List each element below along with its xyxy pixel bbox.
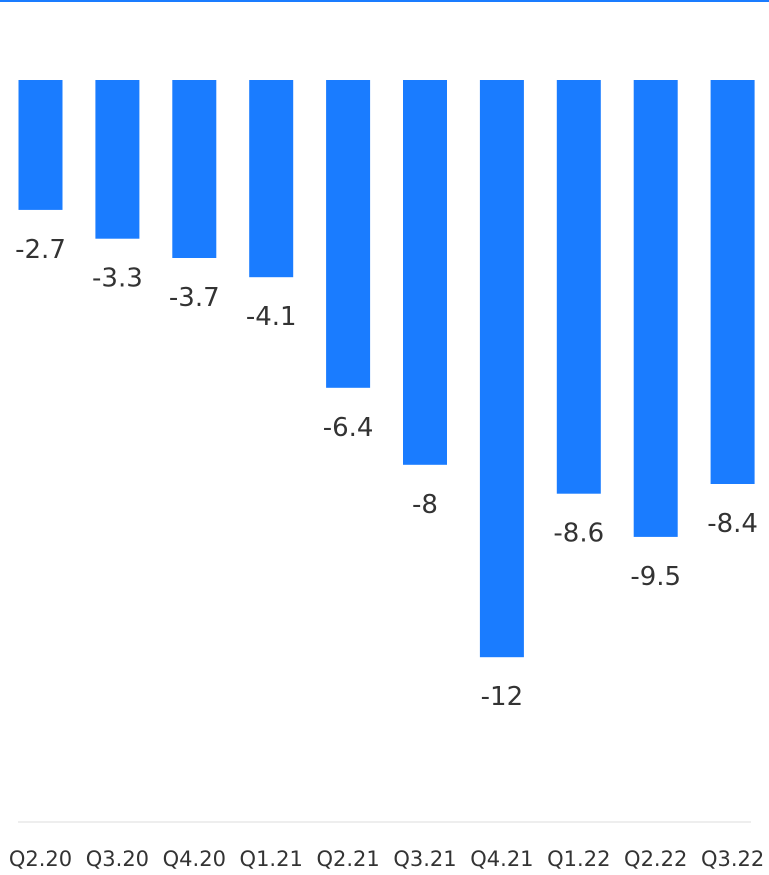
x-tick-label: Q2.21 — [316, 847, 379, 871]
bar-q3-22 — [710, 80, 755, 484]
bar-q2-22 — [633, 80, 678, 537]
bar-q1-21 — [249, 80, 294, 278]
bar-q2-20 — [18, 80, 63, 210]
value-label: -6.4 — [323, 413, 374, 443]
value-label: -9.5 — [630, 562, 681, 592]
top-accent-rule — [0, 0, 769, 2]
x-tick-label: Q4.21 — [470, 847, 533, 871]
value-label: -8.4 — [707, 509, 758, 539]
value-labels-group: -2.7 -3.3 -3.7 -4.1 -6.4 -8 -12 -8.6 -9.5 -8.4 — [15, 235, 758, 712]
value-label: -12 — [481, 682, 523, 712]
x-tick-label: Q2.22 — [624, 847, 687, 871]
x-tick-label: Q1.22 — [547, 847, 610, 871]
x-axis-tick-labels: Q2.20 Q3.20 Q4.20 Q1.21 Q2.21 Q3.21 Q4.21 Q1.22… — [9, 847, 764, 871]
x-tick-label: Q1.21 — [240, 847, 303, 871]
x-tick-label: Q4.20 — [163, 847, 226, 871]
x-tick-label: Q3.20 — [86, 847, 149, 871]
value-label: -8.6 — [553, 519, 604, 549]
x-tick-label: Q3.22 — [701, 847, 764, 871]
value-label: -2.7 — [15, 235, 66, 265]
bar-q4-20 — [172, 80, 217, 258]
value-label: -8 — [412, 490, 438, 520]
bar-q1-22 — [556, 80, 601, 494]
bars-group — [18, 80, 755, 658]
x-tick-label: Q2.20 — [9, 847, 72, 871]
value-label: -3.3 — [92, 264, 143, 294]
value-label: -4.1 — [246, 302, 297, 332]
x-tick-label: Q3.21 — [393, 847, 456, 871]
bar-q2-21 — [326, 80, 371, 388]
bar-q3-20 — [95, 80, 140, 239]
bar-q4-21 — [479, 80, 524, 658]
value-label: -3.7 — [169, 283, 220, 313]
bar-q3-21 — [403, 80, 447, 465]
